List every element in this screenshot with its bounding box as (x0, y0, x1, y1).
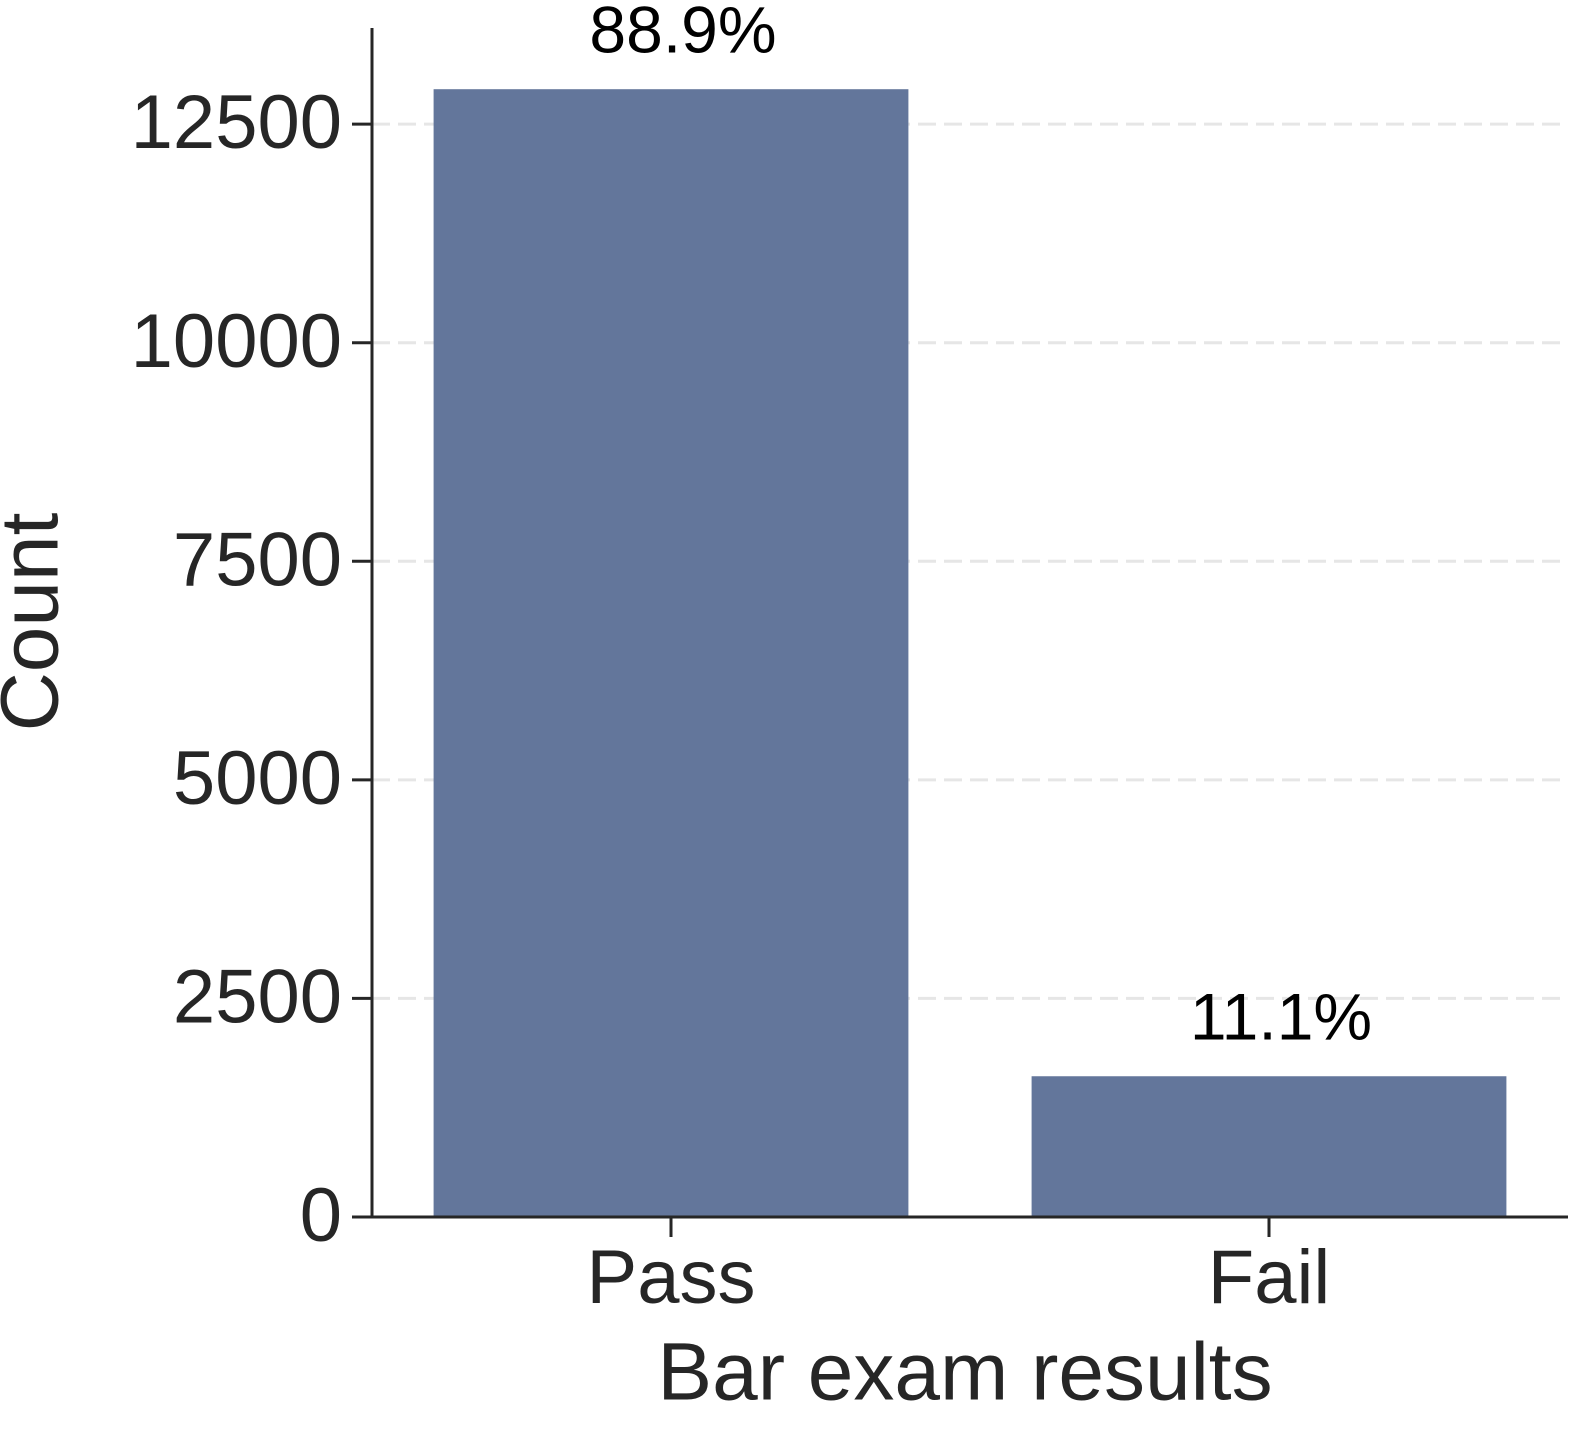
x-axis-title: Bar exam results (657, 1327, 1272, 1418)
y-tick-label: 0 (300, 1173, 342, 1258)
x-tick-label: Fail (1208, 1235, 1330, 1320)
bar (433, 89, 909, 1218)
y-tick-label: 5000 (173, 736, 342, 821)
y-tick-label: 2500 (173, 955, 342, 1040)
bar-annotation: 11.1% (1190, 980, 1372, 1054)
y-tick-label: 10000 (131, 299, 342, 384)
y-tick-label: 7500 (173, 517, 342, 602)
x-tick-label: Pass (587, 1235, 756, 1320)
bar (1031, 1076, 1507, 1217)
y-tick-label: 12500 (131, 80, 342, 165)
y-axis-title: Count (0, 512, 76, 731)
bar-annotation: 88.9% (589, 0, 776, 67)
